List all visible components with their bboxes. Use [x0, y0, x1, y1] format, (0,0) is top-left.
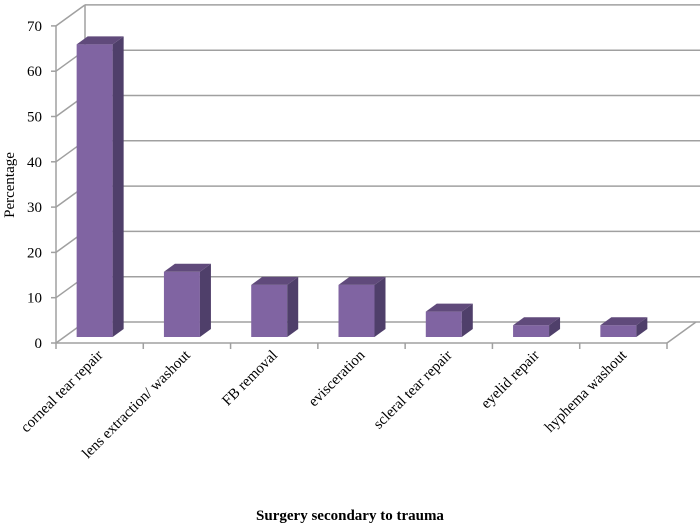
bar-front: [600, 325, 637, 337]
bar-top: [425, 303, 473, 312]
bar-top: [600, 317, 648, 326]
bar-front: [425, 311, 462, 337]
bar-front: [251, 284, 288, 337]
y-tick-label: 10: [27, 291, 42, 307]
bar-side: [636, 317, 648, 337]
bar-front: [76, 44, 113, 337]
x-tick-label: hyphema washout: [542, 347, 631, 436]
x-tick-label: evisceration: [306, 347, 369, 410]
bar: [76, 36, 124, 337]
gridlines: [51, 4, 700, 349]
bar-front: [338, 284, 375, 337]
y-tick-label: 60: [27, 64, 42, 80]
floor-edge: [666, 321, 697, 344]
bar-side: [549, 317, 561, 337]
x-tick-label: FB removal: [219, 348, 281, 410]
x-tick-label: eyelid repair: [478, 348, 543, 413]
bar: [513, 317, 561, 337]
y-tick-label: 50: [27, 110, 42, 126]
gridline-side: [55, 4, 86, 27]
bar: [338, 276, 386, 337]
bar: [425, 303, 473, 337]
x-axis-title: Surgery secondary to trauma: [256, 508, 444, 524]
y-axis-title: Percentage: [2, 152, 18, 218]
bar-top: [163, 263, 211, 272]
bar-top: [513, 317, 561, 326]
bar-top: [338, 276, 386, 285]
bar-side: [112, 36, 124, 337]
bar: [163, 263, 211, 337]
y-tick-label: 20: [27, 245, 42, 261]
bar: [600, 317, 648, 337]
y-tick-label: 0: [35, 336, 43, 352]
bar-side: [287, 276, 299, 337]
bars: [76, 36, 648, 337]
y-tick-labels: 0 10 20 30 40 50 60 70: [27, 19, 42, 352]
y-tick-label: 40: [27, 155, 42, 171]
bar-side: [461, 303, 473, 337]
bar-side: [374, 276, 386, 337]
x-tick-label: corneal tear repair: [18, 348, 106, 436]
bar-front: [163, 271, 200, 337]
y-tick-label: 70: [27, 19, 42, 35]
bar-top: [251, 276, 299, 285]
bar-top: [76, 36, 124, 45]
bar-side: [199, 263, 211, 337]
bar: [251, 276, 299, 337]
bar-front: [513, 325, 550, 337]
x-tick-label: scleral tear repair: [371, 348, 456, 433]
y-tick-label: 30: [27, 200, 42, 216]
